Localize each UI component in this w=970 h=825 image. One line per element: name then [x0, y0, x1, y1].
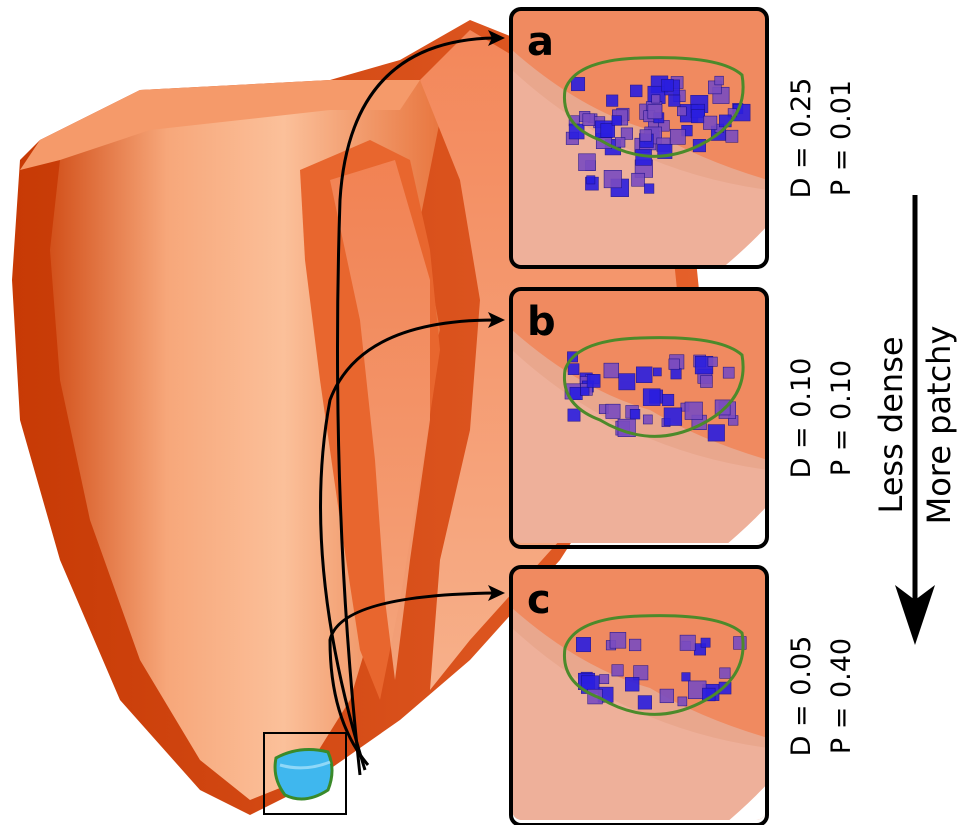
voxel [576, 637, 590, 651]
voxel [625, 677, 639, 691]
panel-label: c [527, 577, 551, 623]
voxel [615, 137, 625, 147]
voxel [636, 367, 652, 383]
voxel [661, 79, 673, 91]
panels: a D = 0.25 P = 0.01 b D = 0.10 P = 0.10 c D = 0… [511, 9, 857, 825]
voxel [568, 364, 579, 375]
voxel [703, 116, 716, 129]
voxel [662, 394, 673, 405]
voxel [678, 697, 687, 706]
voxel [606, 95, 617, 106]
panel: b D = 0.10 P = 0.10 [511, 289, 857, 550]
voxel [653, 368, 661, 376]
voxel [643, 415, 652, 424]
voxel [643, 389, 660, 406]
voxel [715, 76, 724, 85]
voxel [640, 130, 651, 141]
panel: a D = 0.25 P = 0.01 [511, 9, 857, 270]
voxel [648, 105, 662, 119]
voxel [587, 374, 600, 387]
voxel [600, 675, 609, 684]
figure: Less dense More patchy a D = 0.25 P = 0.01… [0, 0, 970, 825]
voxel [587, 176, 595, 184]
trend-line2: More patchy [920, 326, 958, 525]
voxel [638, 696, 652, 710]
voxel [669, 95, 680, 106]
d-value: D = 0.10 [786, 358, 817, 479]
voxel [691, 110, 704, 123]
voxel [612, 116, 622, 126]
voxel [720, 668, 730, 678]
voxel [604, 363, 619, 378]
panel: c D = 0.05 P = 0.40 [511, 567, 857, 825]
voxel [630, 409, 640, 419]
region [275, 750, 332, 799]
voxel [708, 357, 717, 366]
voxel [682, 673, 690, 681]
d-value: D = 0.05 [786, 636, 817, 757]
voxel [680, 635, 695, 650]
voxel [726, 130, 738, 142]
voxel [612, 665, 623, 676]
voxel [632, 173, 645, 186]
voxel [701, 638, 710, 647]
trend-line1: Less dense [872, 336, 910, 513]
voxel [606, 404, 620, 418]
p-value: P = 0.10 [826, 360, 857, 476]
panel-label: a [527, 19, 554, 65]
voxel [629, 639, 641, 651]
voxel [610, 632, 626, 648]
voxel [583, 114, 595, 126]
p-value: P = 0.40 [826, 638, 857, 754]
voxel [700, 376, 712, 388]
voxel [644, 184, 654, 194]
voxel [619, 374, 635, 390]
voxel [652, 95, 660, 103]
voxel [669, 359, 680, 370]
voxel [671, 369, 681, 379]
voxel [630, 85, 642, 97]
panel-label: b [527, 299, 556, 345]
voxel [708, 425, 724, 441]
voxel [723, 367, 734, 378]
voxel [604, 170, 621, 187]
voxel [677, 107, 686, 116]
voxel [581, 387, 589, 395]
voxel [571, 77, 584, 90]
voxel [579, 154, 596, 171]
voxel [685, 402, 702, 419]
d-value: D = 0.25 [786, 78, 817, 199]
voxel [660, 689, 674, 703]
voxel [568, 409, 580, 421]
voxel [670, 129, 685, 144]
p-value: P = 0.01 [826, 80, 857, 196]
voxel [664, 408, 682, 426]
